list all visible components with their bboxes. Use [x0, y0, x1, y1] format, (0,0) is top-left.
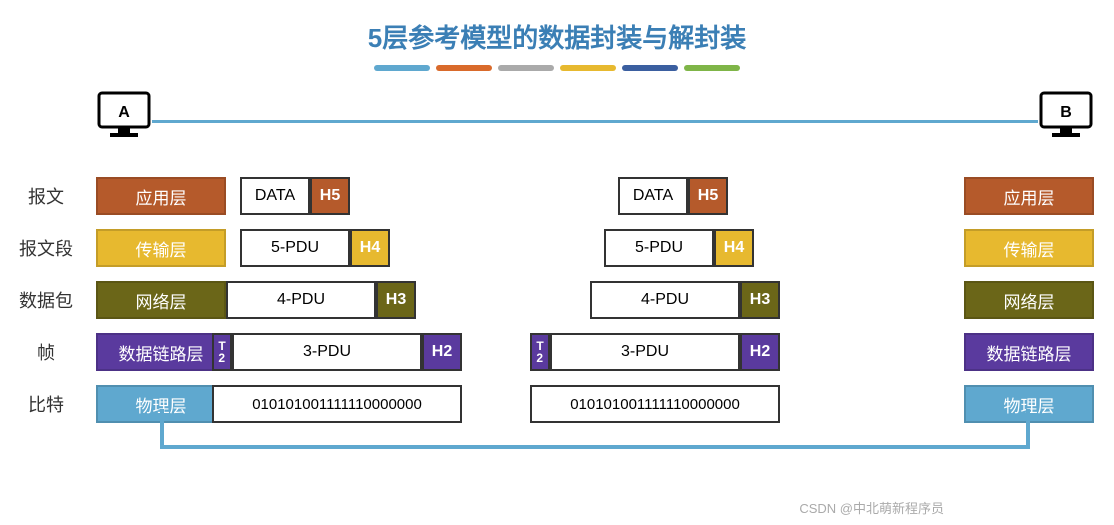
pdu-segment: H5	[688, 177, 728, 215]
host-b-label: B	[1038, 104, 1094, 122]
host-a-label: A	[96, 104, 152, 122]
pdu-segment: H2	[422, 333, 462, 371]
pdu-segment: 3-PDU	[232, 333, 422, 371]
layer-row: 比特物理层物理层01010100111111000000001010100111…	[0, 378, 1114, 430]
pdu-segment: 010101001111110000000	[530, 385, 780, 423]
pdu-group-a: DATAH5	[240, 177, 350, 215]
pdu-group-b: 010101001111110000000	[530, 385, 780, 423]
layer-box-right: 应用层	[964, 177, 1094, 215]
pdu-segment: 5-PDU	[240, 229, 350, 267]
pdu-segment: H4	[350, 229, 390, 267]
hosts-area: A B	[96, 90, 1094, 170]
pdu-segment: 3-PDU	[550, 333, 740, 371]
pdu-group-b: 4-PDUH3	[590, 281, 780, 319]
pdu-segment: DATA	[618, 177, 688, 215]
pdu-group-a: 010101001111110000000	[212, 385, 462, 423]
host-b-icon: B	[1038, 90, 1094, 140]
pdu-segment: H2	[740, 333, 780, 371]
pdu-group-b: 5-PDUH4	[604, 229, 754, 267]
bottom-conn	[1026, 409, 1030, 449]
pdu-group-b: DATAH5	[618, 177, 728, 215]
pdu-segment: T2	[212, 333, 232, 371]
watermark: CSDN @中北萌新程序员	[799, 498, 944, 517]
layer-row: 帧数据链路层数据链路层T23-PDUH2T23-PDUH2	[0, 326, 1114, 378]
bottom-conn	[160, 409, 164, 449]
hosts-connection	[152, 120, 1038, 123]
layers-area: 报文应用层应用层DATAH5DATAH5报文段传输层传输层5-PDUH45-PD…	[0, 170, 1114, 430]
pdu-segment: 010101001111110000000	[212, 385, 462, 423]
layer-row: 报文应用层应用层DATAH5DATAH5	[0, 170, 1114, 222]
row-label: 报文	[0, 183, 92, 209]
layer-box-left: 传输层	[96, 229, 226, 267]
pdu-segment: DATA	[240, 177, 310, 215]
pdu-group-a: T23-PDUH2	[212, 333, 462, 371]
pdu-segment: H5	[310, 177, 350, 215]
decor-bar	[0, 65, 1114, 71]
layer-row: 报文段传输层传输层5-PDUH45-PDUH4	[0, 222, 1114, 274]
layer-box-right: 数据链路层	[964, 333, 1094, 371]
layer-box-left: 网络层	[96, 281, 226, 319]
row-label: 报文段	[0, 235, 92, 261]
pdu-segment: 4-PDU	[226, 281, 376, 319]
layer-box-left: 数据链路层	[96, 333, 226, 371]
bottom-conn	[160, 445, 1030, 449]
layer-box-left: 应用层	[96, 177, 226, 215]
pdu-segment: H4	[714, 229, 754, 267]
pdu-segment: T2	[530, 333, 550, 371]
row-label: 比特	[0, 391, 92, 417]
pdu-segment: 5-PDU	[604, 229, 714, 267]
row-label: 帧	[0, 339, 92, 365]
pdu-segment: H3	[376, 281, 416, 319]
pdu-group-a: 4-PDUH3	[226, 281, 416, 319]
pdu-group-b: T23-PDUH2	[530, 333, 780, 371]
pdu-segment: 4-PDU	[590, 281, 740, 319]
pdu-group-a: 5-PDUH4	[240, 229, 390, 267]
host-a-icon: A	[96, 90, 152, 140]
page-title: 5层参考模型的数据封装与解封装	[0, 0, 1114, 55]
pdu-segment: H3	[740, 281, 780, 319]
layer-box-right: 传输层	[964, 229, 1094, 267]
row-label: 数据包	[0, 287, 92, 313]
layer-box-right: 网络层	[964, 281, 1094, 319]
layer-row: 数据包网络层网络层4-PDUH34-PDUH3	[0, 274, 1114, 326]
